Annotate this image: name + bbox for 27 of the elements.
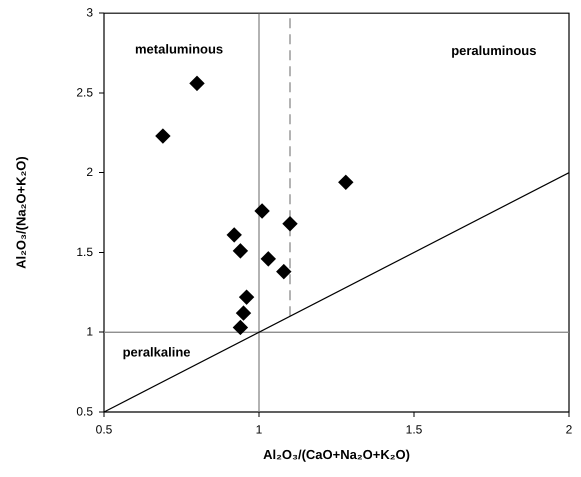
point [276, 264, 292, 280]
y-tick-label: 1.5 [76, 244, 94, 259]
annotation: metaluminous [135, 41, 224, 56]
y-tick-label: 2 [86, 165, 94, 180]
point [254, 204, 270, 219]
point [232, 243, 248, 258]
point [190, 76, 204, 91]
annotation: peraluminous [451, 43, 536, 58]
point [236, 306, 251, 321]
x-tick-label: 0.5 [96, 422, 113, 437]
annotation: peralkaline [122, 344, 191, 360]
y-tick-label: 2.5 [76, 85, 94, 100]
point [239, 290, 254, 305]
x-axis-title: Al₂O₃/(CaO+Na₂O+K₂O) [263, 446, 410, 462]
point [232, 320, 248, 335]
x-tick-label: 1 [256, 422, 263, 437]
point [338, 174, 354, 190]
y-tick-label: 0.5 [76, 404, 94, 418]
x-tick-label: 1.5 [406, 422, 423, 437]
point [155, 128, 170, 144]
y-axis-title: Al₂O₃/(Na₂O+K₂O) [13, 156, 28, 269]
point [260, 251, 276, 266]
point [226, 227, 242, 242]
y-tick-label: 3 [86, 6, 94, 20]
point [282, 216, 298, 232]
y-tick-label: 1 [86, 324, 94, 339]
x-tick-label: 2 [566, 422, 573, 437]
